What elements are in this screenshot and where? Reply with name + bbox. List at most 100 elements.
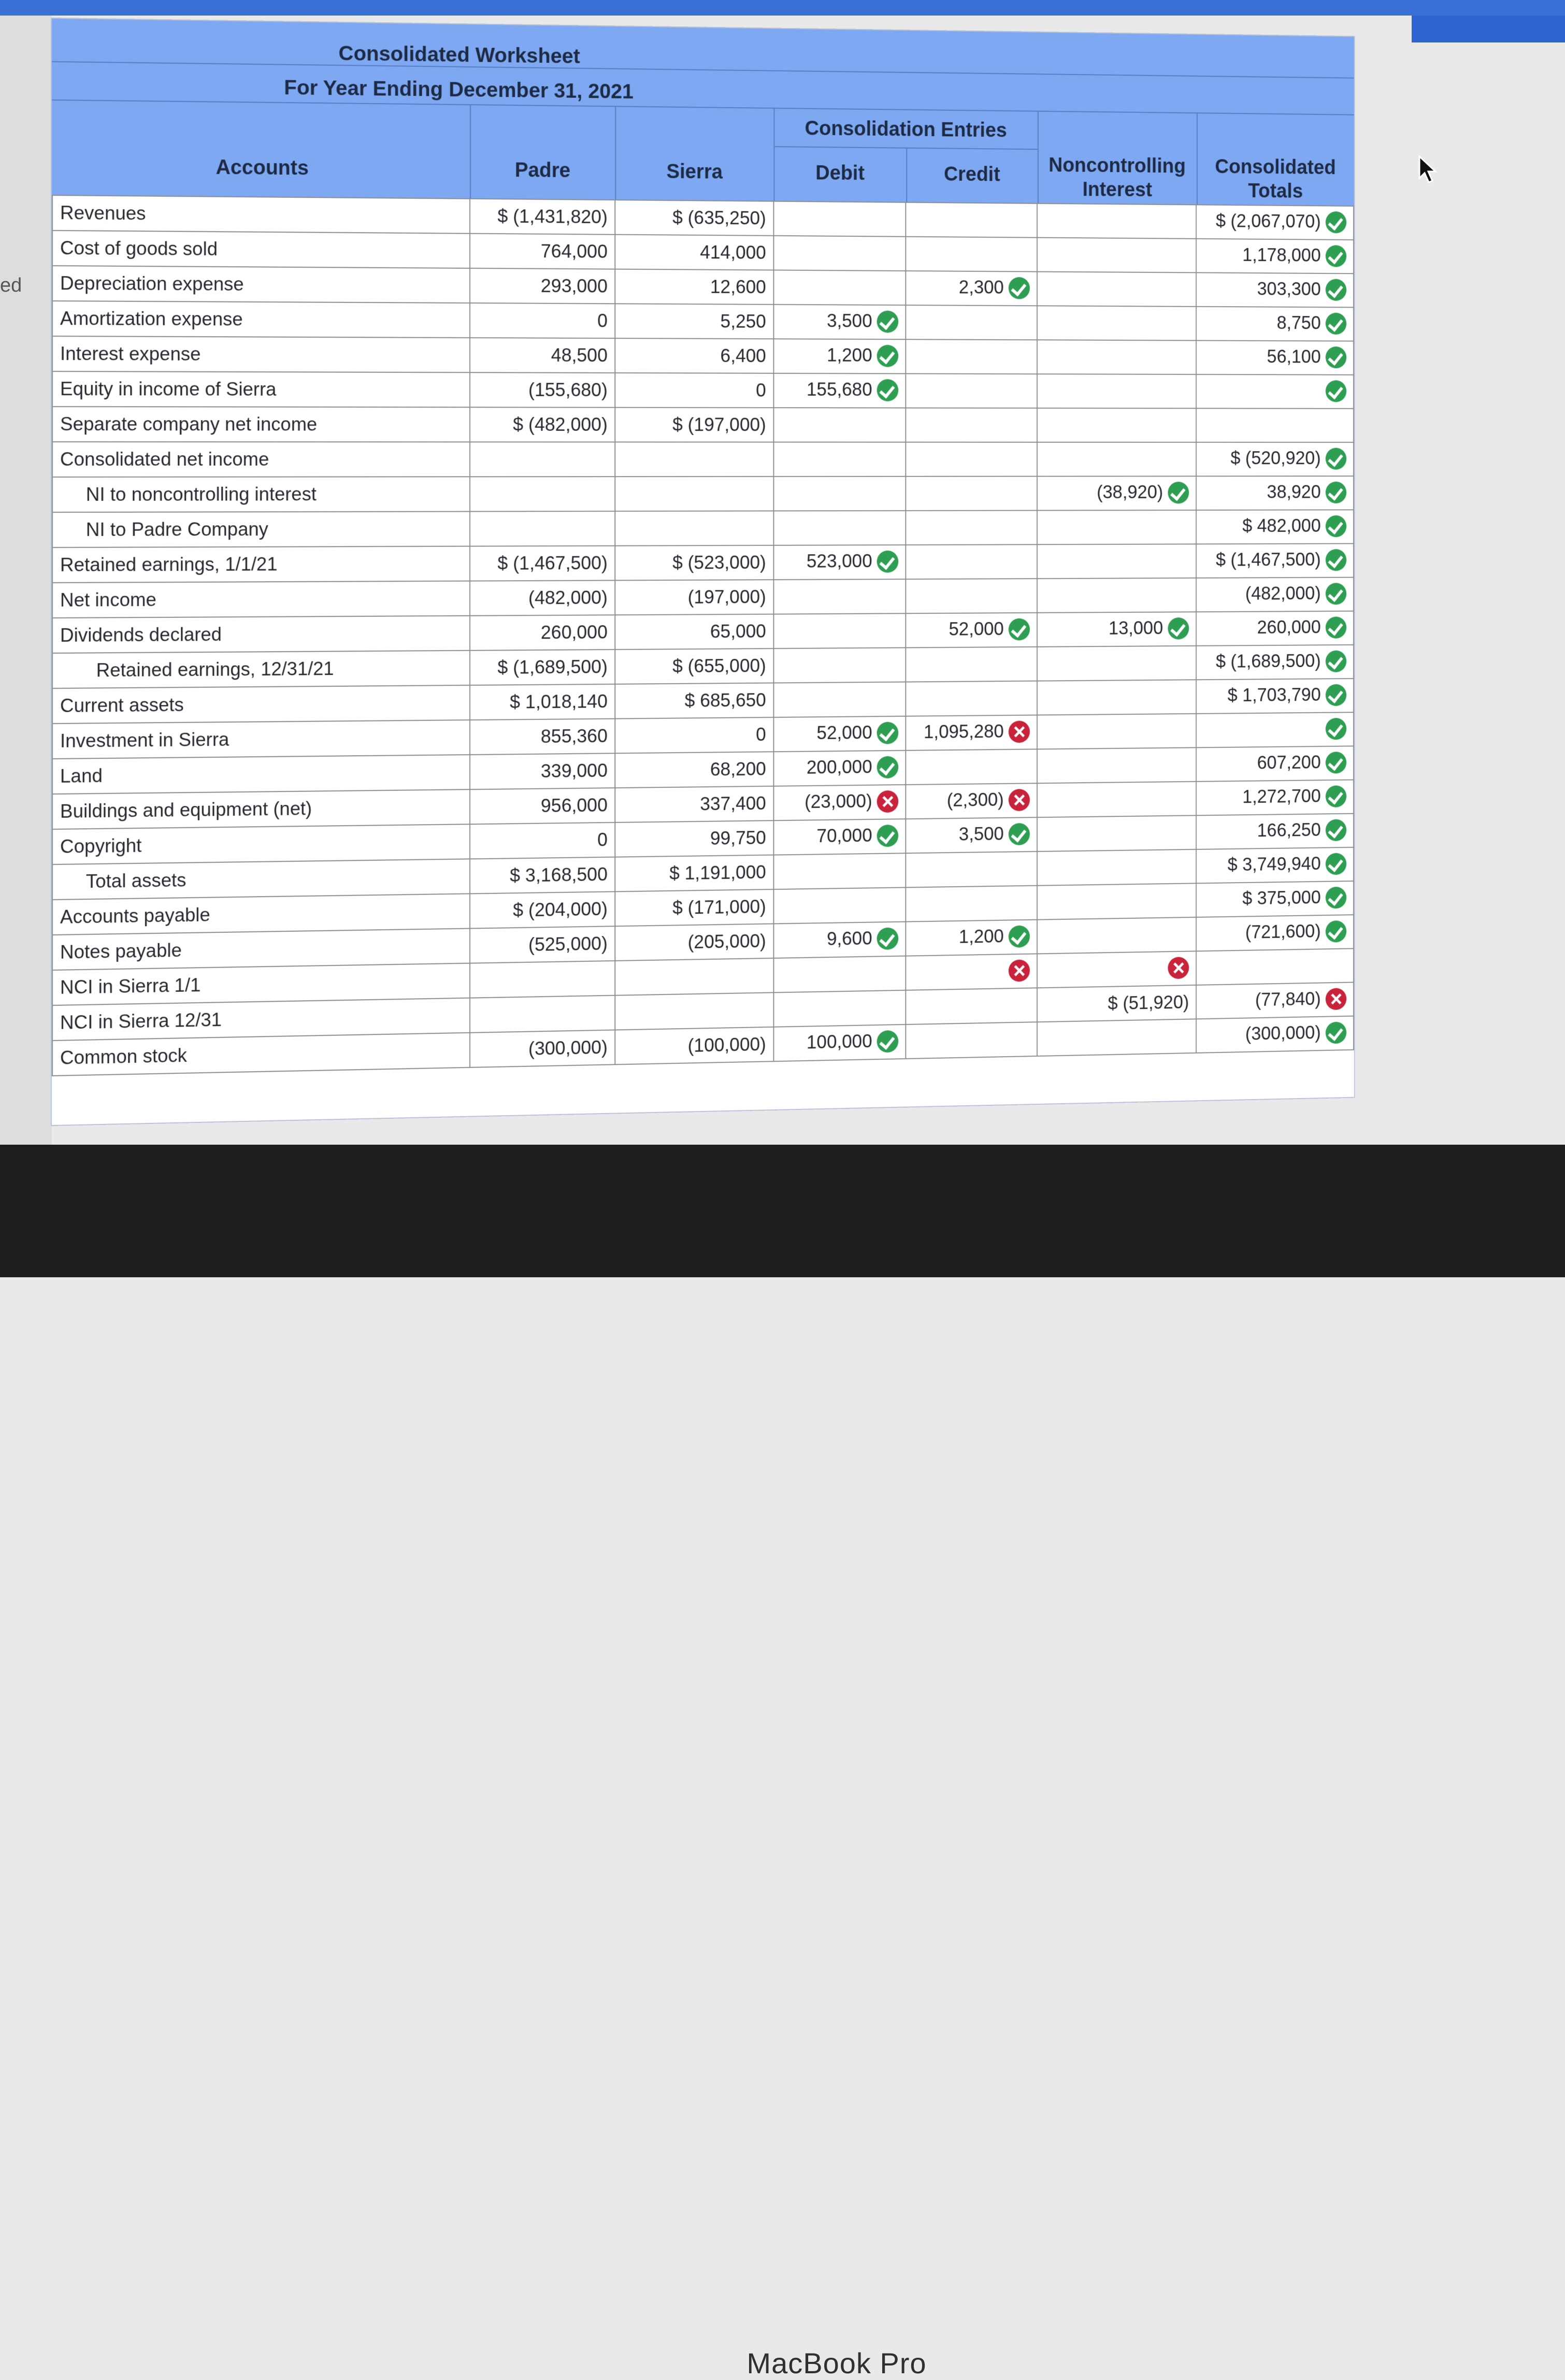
debit-input[interactable] <box>773 647 906 683</box>
total-input[interactable]: 8,750 <box>1196 306 1354 341</box>
total-input[interactable]: $ 1,703,790 <box>1196 679 1354 714</box>
nci-input[interactable] <box>1037 781 1197 818</box>
total-input[interactable]: $ 3,749,940 <box>1196 847 1354 884</box>
credit-input[interactable]: 1,095,280 <box>906 715 1038 751</box>
debit-input[interactable] <box>773 956 906 993</box>
total-input[interactable]: 166,250 <box>1196 813 1354 849</box>
debit-input[interactable]: (23,000) <box>773 784 906 821</box>
credit-input[interactable]: 3,500 <box>906 817 1038 854</box>
credit-input[interactable] <box>906 885 1038 922</box>
credit-input[interactable] <box>906 236 1038 272</box>
nci-input[interactable] <box>1037 917 1197 954</box>
debit-input[interactable]: 9,600 <box>773 921 906 958</box>
total-input[interactable]: (482,000) <box>1196 577 1354 612</box>
total-input[interactable]: $ (2,067,070) <box>1196 205 1354 240</box>
credit-input[interactable] <box>906 442 1038 477</box>
debit-input[interactable]: 1,200 <box>773 339 906 374</box>
debit-input[interactable] <box>773 270 906 306</box>
total-input[interactable]: 260,000 <box>1196 611 1354 646</box>
debit-input[interactable] <box>773 613 906 649</box>
nci-input[interactable] <box>1037 680 1197 715</box>
nci-input[interactable] <box>1037 883 1197 920</box>
nci-input[interactable] <box>1037 237 1197 273</box>
nci-input[interactable] <box>1037 203 1197 239</box>
credit-input[interactable] <box>906 202 1038 238</box>
total-input[interactable]: (300,000) <box>1196 1016 1354 1053</box>
credit-input[interactable] <box>906 339 1038 374</box>
total-input[interactable]: (721,600) <box>1196 915 1354 951</box>
nci-input[interactable] <box>1037 544 1197 579</box>
nci-input[interactable]: $ (51,920) <box>1037 985 1197 1022</box>
debit-input[interactable] <box>773 990 906 1027</box>
debit-input[interactable]: 70,000 <box>773 819 906 855</box>
credit-input[interactable]: (2,300) <box>906 783 1038 819</box>
credit-input[interactable] <box>906 408 1038 442</box>
total-input[interactable]: 607,200 <box>1196 746 1354 782</box>
credit-input[interactable] <box>906 373 1038 408</box>
nci-input[interactable] <box>1037 442 1197 477</box>
total-input[interactable] <box>1196 948 1354 985</box>
nci-input[interactable] <box>1037 713 1197 749</box>
total-input[interactable] <box>1196 408 1354 442</box>
credit-input[interactable] <box>906 646 1038 682</box>
debit-input[interactable]: 52,000 <box>773 716 906 752</box>
debit-input[interactable]: 200,000 <box>773 750 906 786</box>
credit-input[interactable] <box>906 1022 1038 1059</box>
credit-input[interactable] <box>906 510 1038 545</box>
credit-input[interactable]: 2,300 <box>906 270 1038 306</box>
nci-input[interactable] <box>1037 578 1197 613</box>
credit-input[interactable] <box>906 544 1038 580</box>
nci-input[interactable] <box>1037 408 1197 442</box>
credit-input[interactable] <box>906 681 1038 716</box>
credit-input[interactable]: 52,000 <box>906 612 1038 648</box>
credit-input[interactable] <box>906 954 1038 990</box>
debit-input[interactable] <box>773 579 906 614</box>
total-input[interactable] <box>1196 374 1354 409</box>
credit-input[interactable] <box>906 579 1038 614</box>
nci-input[interactable] <box>1037 815 1197 852</box>
nci-input[interactable] <box>1037 645 1197 681</box>
total-input[interactable]: $ (520,920) <box>1196 442 1354 477</box>
credit-input[interactable]: 1,200 <box>906 919 1038 956</box>
debit-input[interactable]: 155,680 <box>773 373 906 408</box>
credit-input[interactable] <box>906 988 1038 1025</box>
total-input[interactable]: 303,300 <box>1196 272 1354 308</box>
credit-input[interactable] <box>906 749 1038 785</box>
credit-input[interactable] <box>906 476 1038 511</box>
debit-input[interactable] <box>773 201 906 237</box>
total-input[interactable]: 1,272,700 <box>1196 780 1354 816</box>
debit-input[interactable] <box>773 887 906 924</box>
nci-input[interactable] <box>1037 374 1197 409</box>
nci-input[interactable] <box>1037 306 1197 341</box>
nci-input[interactable] <box>1037 510 1197 545</box>
total-input[interactable]: 1,178,000 <box>1196 238 1354 274</box>
total-input[interactable]: (77,840) <box>1196 982 1354 1019</box>
nci-input[interactable]: 13,000 <box>1037 612 1197 647</box>
nci-input[interactable] <box>1037 951 1197 988</box>
total-input[interactable]: $ (1,467,500) <box>1196 543 1354 578</box>
nci-input[interactable]: (38,920) <box>1037 476 1197 511</box>
total-input[interactable]: 56,100 <box>1196 340 1354 375</box>
nci-input[interactable] <box>1037 747 1197 784</box>
debit-input[interactable] <box>773 682 906 717</box>
total-input[interactable]: $ 375,000 <box>1196 881 1354 917</box>
debit-input[interactable] <box>773 476 906 511</box>
debit-input[interactable]: 523,000 <box>773 545 906 580</box>
credit-input[interactable] <box>906 305 1038 340</box>
debit-input[interactable] <box>773 510 906 545</box>
total-input[interactable]: 38,920 <box>1196 476 1354 510</box>
credit-input[interactable] <box>906 851 1038 888</box>
debit-input[interactable] <box>773 853 906 890</box>
debit-input[interactable]: 100,000 <box>773 1024 906 1062</box>
total-input[interactable] <box>1196 712 1354 748</box>
nci-input[interactable] <box>1037 1019 1197 1056</box>
total-input[interactable]: $ (1,689,500) <box>1196 644 1354 680</box>
nci-input[interactable] <box>1037 340 1197 374</box>
debit-input[interactable]: 3,500 <box>773 304 906 340</box>
total-input[interactable]: $ 482,000 <box>1196 510 1354 544</box>
debit-input[interactable] <box>773 442 906 477</box>
nci-input[interactable] <box>1037 849 1197 886</box>
debit-input[interactable] <box>773 236 906 271</box>
debit-input[interactable] <box>773 408 906 442</box>
nci-input[interactable] <box>1037 271 1197 307</box>
